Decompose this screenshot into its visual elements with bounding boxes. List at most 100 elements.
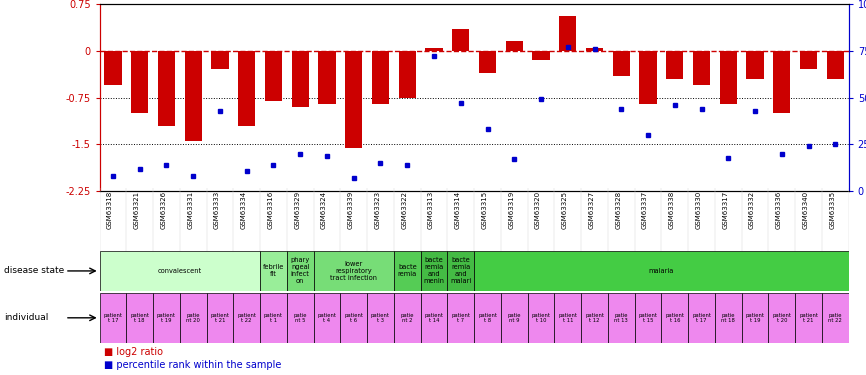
Text: patient
t 8: patient t 8 [478,313,497,323]
Bar [398,51,416,98]
Text: GSM63327: GSM63327 [589,190,595,229]
Text: patie
nt 9: patie nt 9 [507,313,521,323]
Bar [688,292,715,343]
Bar [394,292,421,343]
Bar [100,292,126,343]
Bar [608,292,635,343]
Text: patient
t 6: patient t 6 [345,313,363,323]
Text: patient
t 17: patient t 17 [103,313,122,323]
Bar [715,292,741,343]
Text: GSM63337: GSM63337 [642,190,648,229]
Bar [720,51,737,104]
Text: GSM63325: GSM63325 [562,190,568,229]
Text: patie
nt 2: patie nt 2 [400,313,414,323]
Bar [527,292,554,343]
Text: patient
t 20: patient t 20 [772,313,792,323]
Bar [554,292,581,343]
Bar [585,48,604,51]
Bar [474,251,849,291]
Text: patient
t 4: patient t 4 [318,313,337,323]
Text: disease state: disease state [4,266,65,275]
Bar [319,51,336,104]
Bar [666,51,683,79]
Text: GSM63334: GSM63334 [241,190,247,229]
Text: GSM63316: GSM63316 [268,190,274,229]
Text: GSM63331: GSM63331 [187,190,193,229]
Text: bacte
remia
and
menin: bacte remia and menin [423,257,444,284]
Bar [238,51,255,126]
Text: patient
t 7: patient t 7 [451,313,470,323]
Bar [260,292,287,343]
Text: patient
t 3: patient t 3 [371,313,390,323]
Text: ■ percentile rank within the sample: ■ percentile rank within the sample [104,360,281,370]
Bar [313,251,394,291]
Bar [345,51,363,147]
Text: GSM63318: GSM63318 [107,190,113,229]
Bar [448,251,475,291]
Text: GSM63314: GSM63314 [455,190,461,229]
Bar [394,251,421,291]
Bar [287,292,313,343]
Bar [448,292,475,343]
Text: patient
t 19: patient t 19 [746,313,765,323]
Bar [425,48,443,51]
Bar [662,292,688,343]
Text: febrile
fit: febrile fit [262,264,284,278]
Text: GSM63326: GSM63326 [160,190,166,229]
Text: GSM63340: GSM63340 [803,190,809,229]
Text: bacte
remia
and
malari: bacte remia and malari [450,257,471,284]
Text: patient
t 15: patient t 15 [638,313,657,323]
Text: patie
nt 22: patie nt 22 [829,313,843,323]
Bar [746,51,764,79]
Text: GSM63338: GSM63338 [669,190,675,229]
Text: patient
t 21: patient t 21 [210,313,229,323]
Text: GSM63330: GSM63330 [695,190,701,229]
Bar [452,29,469,51]
Text: ■ log2 ratio: ■ log2 ratio [104,346,163,357]
Bar [287,251,313,291]
Bar [693,51,710,85]
Bar [822,292,849,343]
Bar [479,51,496,72]
Bar [131,51,148,113]
Text: patient
t 18: patient t 18 [130,313,149,323]
Bar [421,292,448,343]
Bar [827,51,844,79]
Text: GSM63320: GSM63320 [535,190,541,229]
Bar [207,292,233,343]
Text: patie
nt 18: patie nt 18 [721,313,735,323]
Bar [533,51,550,60]
Text: patient
t 12: patient t 12 [585,313,604,323]
Bar [153,292,180,343]
Text: patie
nt 20: patie nt 20 [186,313,200,323]
Bar [126,292,153,343]
Text: patient
t 22: patient t 22 [237,313,256,323]
Bar [211,51,229,69]
Bar [635,292,662,343]
Text: patient
t 14: patient t 14 [424,313,443,323]
Text: GSM63333: GSM63333 [214,190,220,229]
Text: GSM63339: GSM63339 [348,190,353,229]
Bar [372,51,389,104]
Bar [292,51,309,107]
Bar [100,251,260,291]
Text: GSM63323: GSM63323 [374,190,380,229]
Text: GSM63321: GSM63321 [133,190,139,229]
Text: patient
t 10: patient t 10 [532,313,551,323]
Bar [313,292,340,343]
Text: GSM63335: GSM63335 [830,190,836,229]
Text: patie
nt 13: patie nt 13 [614,313,628,323]
Text: patient
t 11: patient t 11 [559,313,578,323]
Bar [506,41,523,51]
Bar [180,292,207,343]
Text: patient
t 19: patient t 19 [157,313,176,323]
Bar [612,51,630,76]
Bar [104,51,121,85]
Bar [260,251,287,291]
Bar [559,16,577,51]
Text: GSM63329: GSM63329 [294,190,301,229]
Bar [184,51,202,141]
Text: patient
t 21: patient t 21 [799,313,818,323]
Bar [367,292,394,343]
Text: GSM63313: GSM63313 [428,190,434,229]
